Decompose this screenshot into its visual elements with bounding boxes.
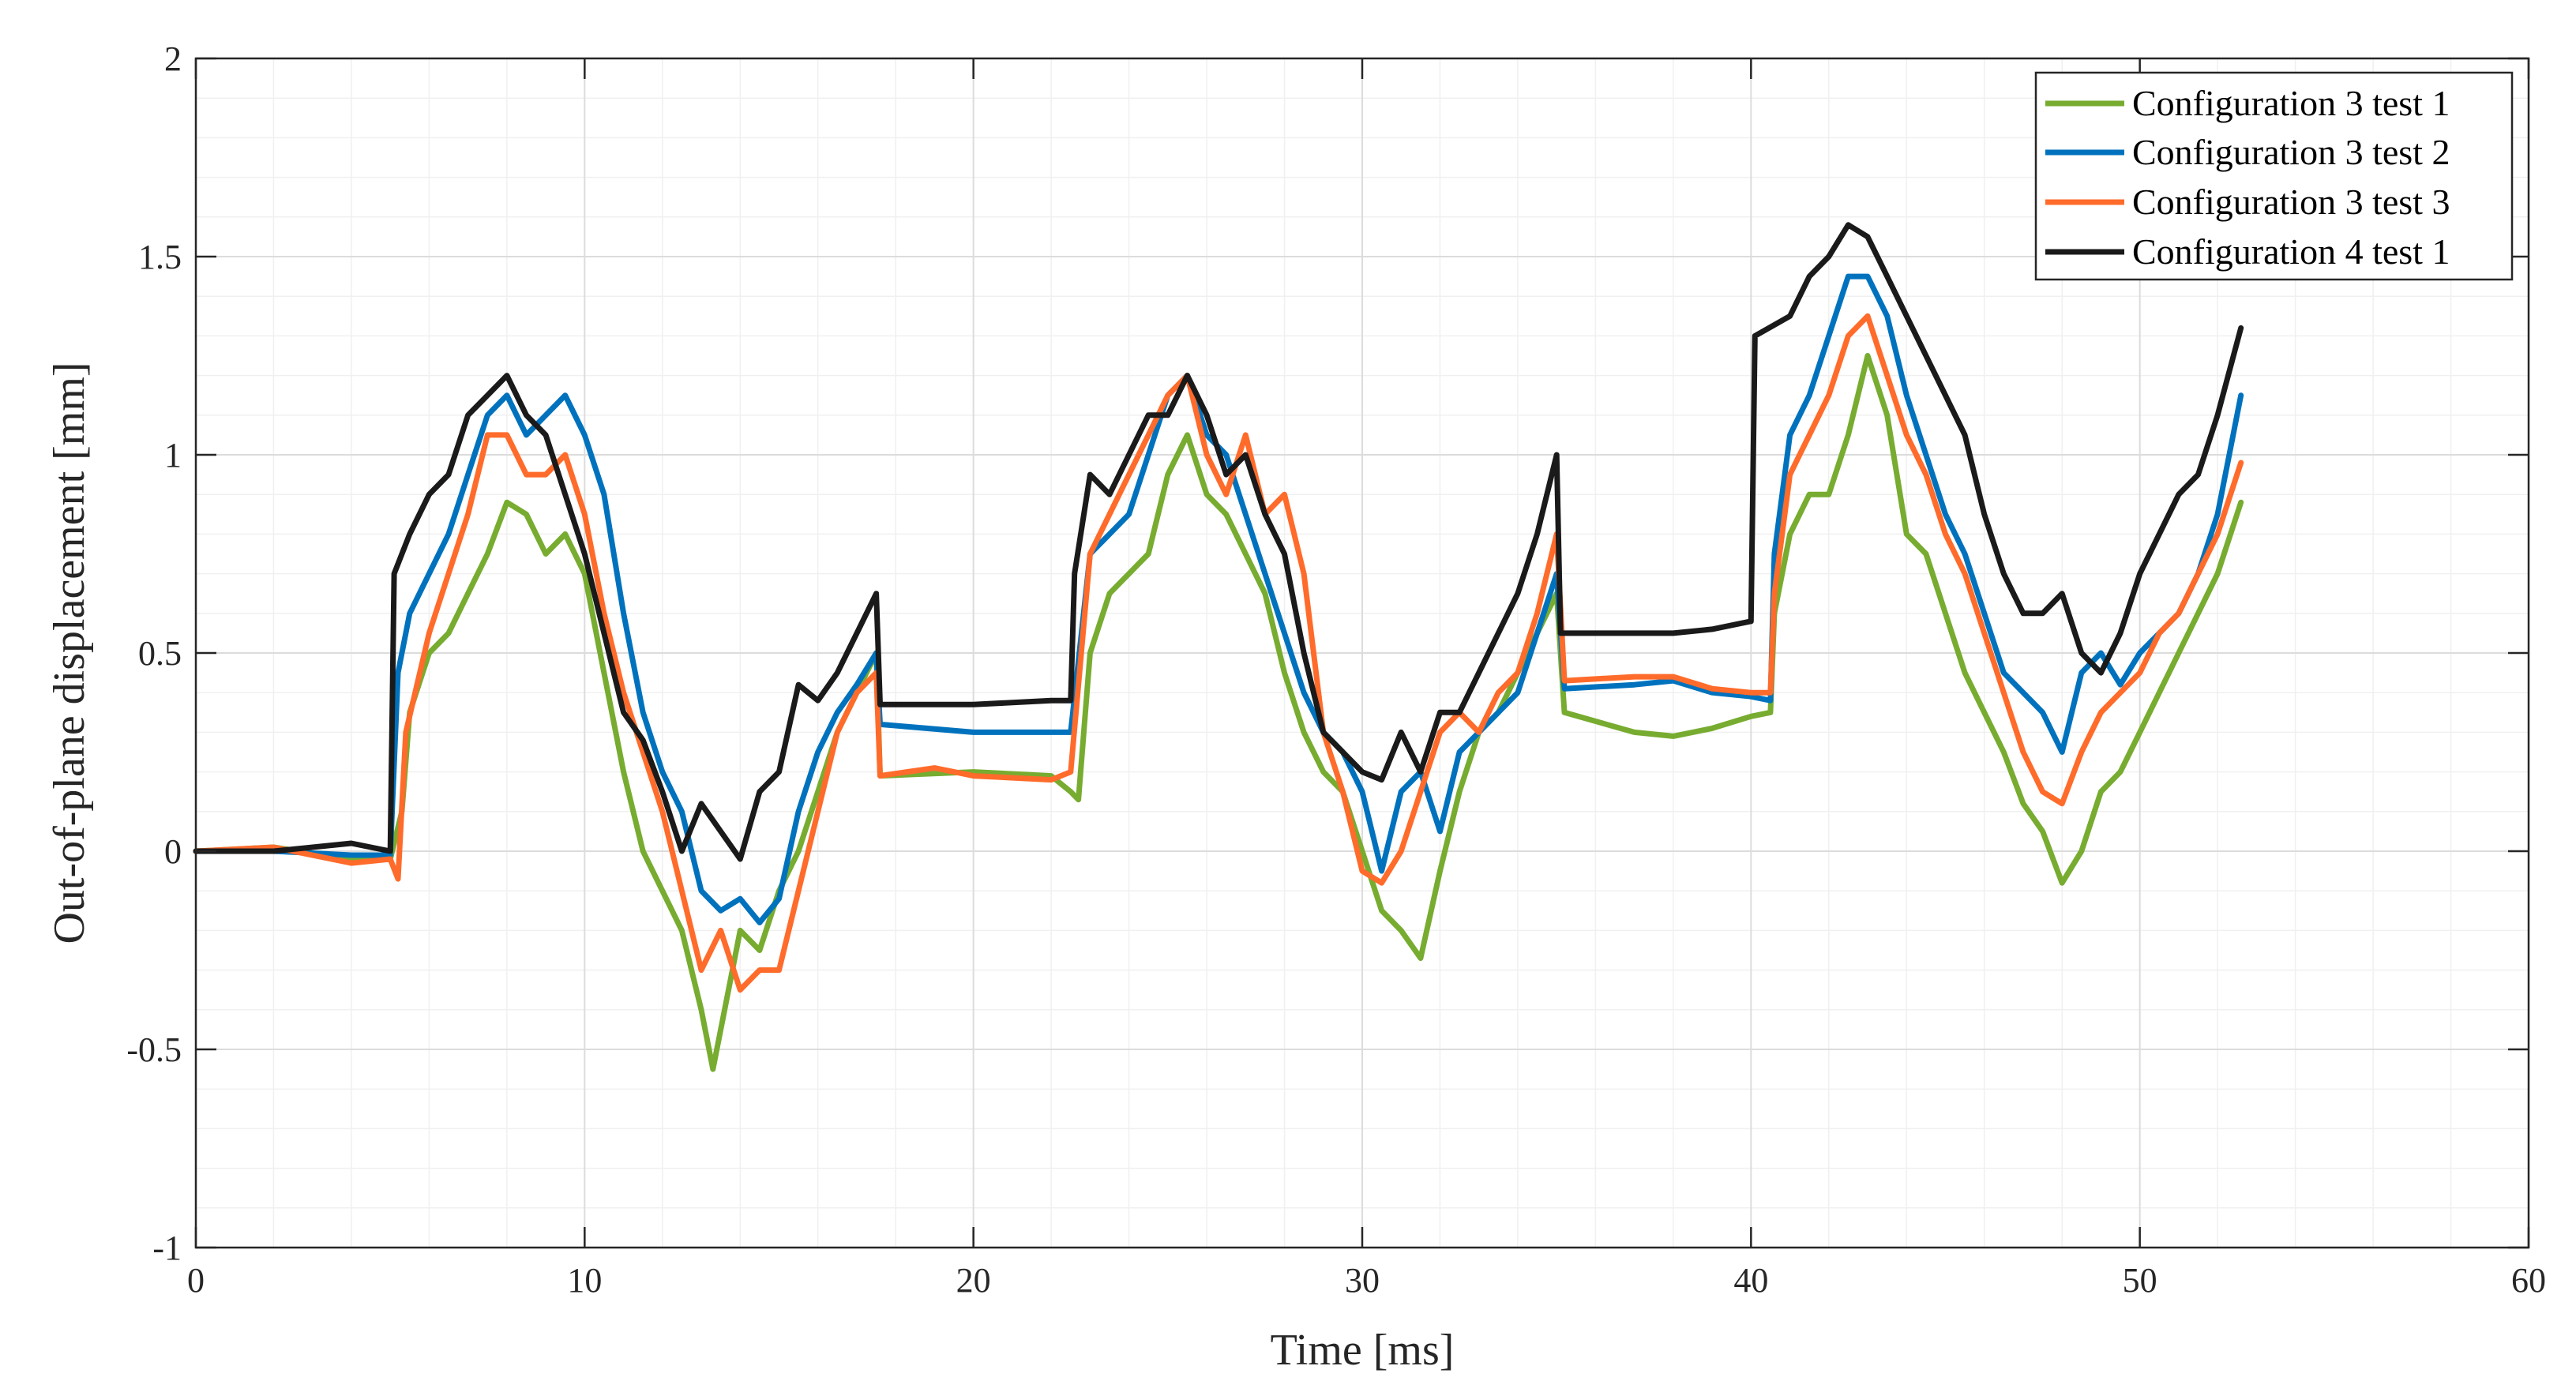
y-axis-tick-labels: -1 -0.5 0 0.5 1 1.5 2: [126, 39, 182, 1267]
x-tick-label: 60: [2511, 1261, 2546, 1300]
series-lines: [193, 222, 2244, 1072]
legend-label-config4-test1: Configuration 4 test 1: [2132, 231, 2450, 272]
series-line-configuration-4-test-1: [193, 222, 2244, 862]
x-axis-tick-labels: 0 10 20 30 40 50 60: [187, 1261, 2546, 1300]
x-tick-label: 20: [956, 1261, 991, 1300]
legend-box: [2034, 71, 2514, 281]
series-line-configuration-3-test-1: [193, 353, 2244, 1072]
y-tick-label: 2: [164, 39, 182, 78]
x-tick-label: 0: [187, 1261, 205, 1300]
legend-label-config3-test3: Configuration 3 test 3: [2132, 182, 2450, 222]
y-tick-label: 1: [164, 436, 182, 475]
x-tick-label: 50: [2123, 1261, 2157, 1300]
legend-label-config3-test2: Configuration 3 test 2: [2132, 132, 2450, 172]
legend: Configuration 3 test 1 Configuration 3 t…: [2034, 71, 2514, 281]
series-line-configuration-3-test-2: [193, 273, 2244, 925]
x-axis-title: Time [ms]: [1271, 1326, 1455, 1375]
series-line-configuration-3-test-3: [193, 313, 2244, 993]
y-tick-label: -0.5: [126, 1030, 182, 1069]
y-tick-label: 0.5: [138, 634, 182, 673]
y-axis-title: Out-of-plane displacement [mm]: [45, 362, 94, 944]
y-tick-label: 0: [164, 832, 182, 871]
x-tick-label: 40: [1733, 1261, 1768, 1300]
x-tick-label: 30: [1345, 1261, 1380, 1300]
y-tick-label: 1.5: [138, 238, 182, 276]
legend-label-config3-test1: Configuration 3 test 1: [2132, 83, 2450, 123]
y-tick-label: -1: [152, 1229, 182, 1267]
axis-ticks: [194, 57, 2530, 1249]
x-tick-label: 10: [567, 1261, 602, 1300]
